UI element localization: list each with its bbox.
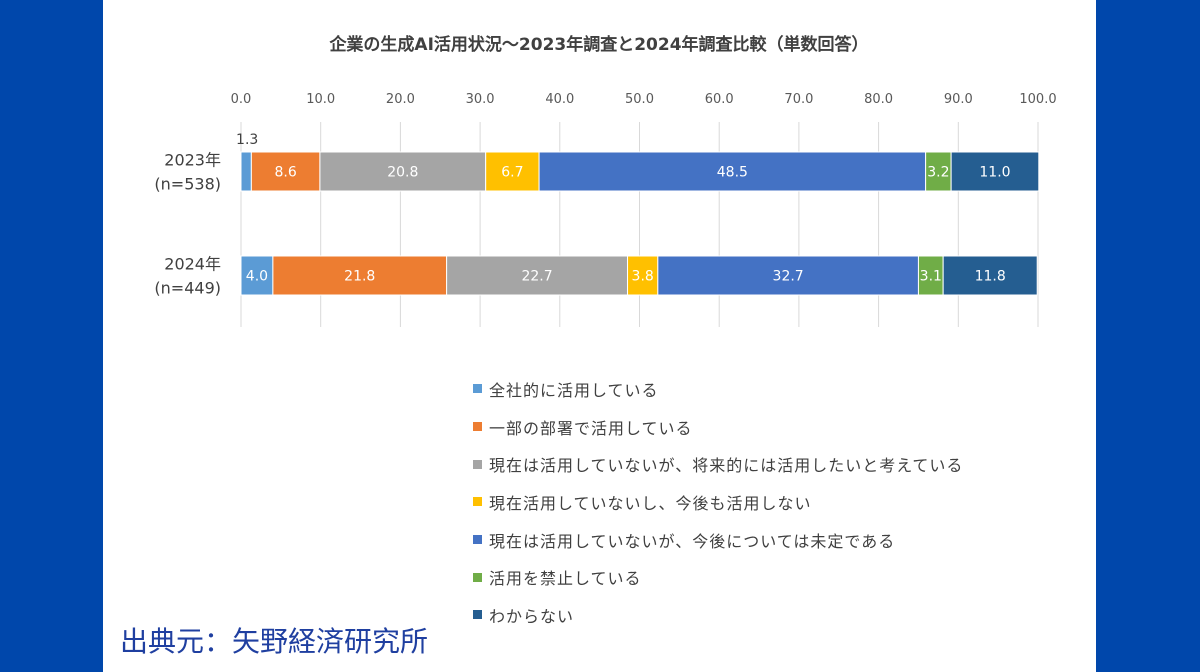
bar-segment [485, 151, 540, 192]
bar-segment [446, 255, 629, 296]
legend: 全社的に活用している一部の部署で活用している現在は活用していないが、将来的には活… [473, 370, 963, 634]
stacked-bar-chart: 企業の生成AI活用状況～2023年調査と2024年調査比較（単数回答） 0.0 1… [154, 34, 1057, 327]
bar-segment [917, 255, 944, 296]
x-tick-label: 100.0 [1019, 92, 1056, 107]
data-label: 22.7 [521, 269, 552, 285]
legend-item: 現在は活用していないが、将来的には活用したいと考えている [473, 445, 963, 483]
x-tick-label: 80.0 [864, 92, 893, 107]
bar-segment [925, 151, 952, 192]
bar-segment [250, 151, 321, 192]
data-label: 8.6 [274, 165, 296, 181]
data-label: 32.7 [773, 269, 804, 285]
legend-swatch [473, 572, 482, 582]
legend-item: 現在活用していないし、今後も活用しない [473, 483, 963, 521]
legend-swatch [473, 497, 482, 507]
legend-label: 全社的に活用している [489, 380, 659, 400]
x-tick-label: 50.0 [625, 92, 654, 107]
data-label: 6.7 [501, 165, 523, 181]
category-label-year: 2023年 [164, 151, 221, 170]
category-label-n: (n=538) [154, 175, 221, 194]
legend-label: 現在は活用していないが、将来的には活用したいと考えている [489, 456, 964, 476]
legend-label: 現在は活用していないが、今後については未定である [489, 531, 896, 551]
data-label: 11.8 [975, 269, 1006, 285]
legend-swatch [473, 422, 482, 432]
legend-swatch [473, 535, 482, 545]
x-tick-label: 10.0 [306, 92, 335, 107]
x-tick-label: 20.0 [386, 92, 415, 107]
legend-item: 全社的に活用している [473, 370, 963, 408]
data-label: 3.8 [632, 269, 654, 285]
data-label: 1.3 [236, 132, 258, 148]
legend-item: 現在は活用していないが、今後については未定である [473, 521, 963, 559]
legend-swatch [473, 610, 482, 620]
data-label: 4.0 [246, 269, 268, 285]
bar-segment [627, 255, 659, 296]
x-tick-label: 90.0 [944, 92, 973, 107]
legend-item: わからない [473, 596, 963, 634]
legend-label: 一部の部署で活用している [489, 418, 693, 438]
legend-label: 活用を禁止している [489, 569, 642, 589]
bar-segments: 1.3 8.6 20.8 6.7 48.5 3.2 11.0 4.0 21.8 22.7 3.8 32… [236, 132, 1040, 296]
bar-segment [240, 255, 274, 296]
data-label: 3.1 [920, 269, 942, 285]
x-tick-label: 30.0 [466, 92, 495, 107]
legend-swatch [473, 384, 482, 394]
legend-item: 一部の部署で活用している [473, 408, 963, 446]
x-tick-label: 0.0 [231, 92, 252, 107]
legend-swatch [473, 459, 482, 469]
source-credit: 出典元：矢野経済研究所 [120, 625, 429, 658]
data-label: 48.5 [717, 165, 748, 181]
legend-item: 活用を禁止している [473, 558, 963, 596]
x-tick-label: 70.0 [784, 92, 813, 107]
data-label: 20.8 [387, 165, 418, 181]
bar-segment [942, 255, 1038, 296]
x-tick-label: 60.0 [705, 92, 734, 107]
legend-label: 現在活用していないし、今後も活用しない [489, 493, 812, 513]
chart-title: 企業の生成AI活用状況～2023年調査と2024年調査比較（単数回答） [328, 34, 868, 55]
data-label: 21.8 [344, 269, 375, 285]
category-label-year: 2024年 [164, 255, 221, 274]
chart-panel: 企業の生成AI活用状況～2023年調査と2024年調査比較（単数回答） 0.0 1… [103, 0, 1096, 672]
data-label: 11.0 [979, 165, 1010, 181]
data-label: 3.2 [927, 165, 949, 181]
category-label-n: (n=449) [154, 279, 221, 298]
bar-segment [950, 151, 1040, 192]
bar-segment [538, 151, 927, 192]
category-labels: 2023年 (n=538) 2024年 (n=449) [154, 151, 221, 298]
x-axis-ticks: 0.0 10.0 20.0 30.0 40.0 50.0 60.0 70.0 80.0 90.0 1… [231, 92, 1057, 107]
bar-segment [240, 151, 252, 192]
legend-label: わからない [489, 606, 575, 626]
x-tick-label: 40.0 [545, 92, 574, 107]
bar-segment [272, 255, 448, 296]
